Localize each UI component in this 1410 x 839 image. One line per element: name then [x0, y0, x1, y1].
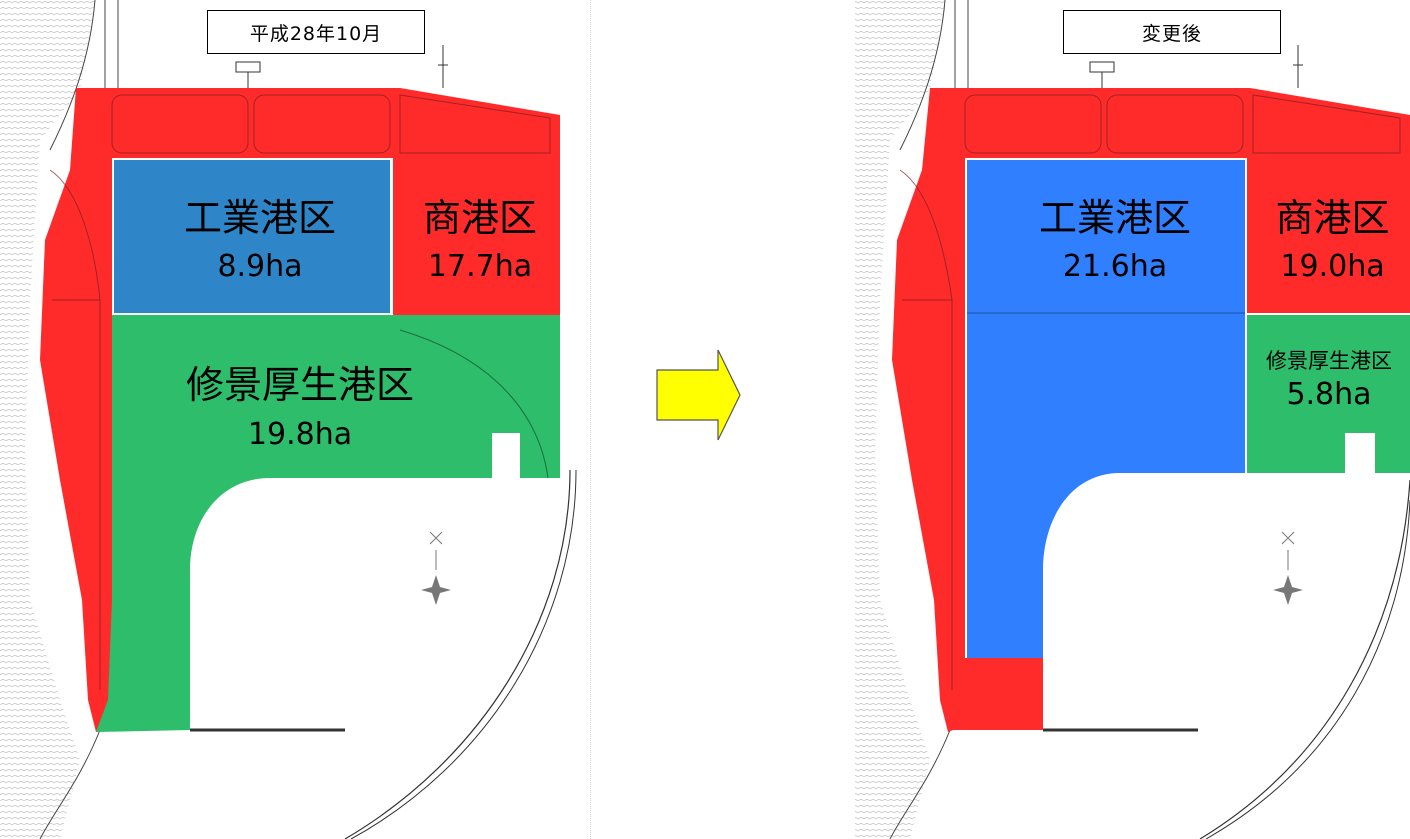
arrow-right-icon	[656, 349, 741, 441]
after-map	[855, 0, 1410, 839]
after-amenity-name: 修景厚生港区	[1266, 349, 1392, 373]
after-industrial-name: 工業港区	[1038, 196, 1191, 240]
before-title: 平成28年10月	[207, 10, 425, 54]
compass-rose-icon	[421, 531, 451, 605]
compass-rose-icon	[1273, 531, 1303, 605]
after-title: 変更後	[1063, 10, 1281, 54]
coastline-terrain	[0, 0, 95, 839]
panel-divider	[590, 0, 591, 839]
before-map	[0, 0, 577, 839]
zone-commercial-area	[40, 88, 560, 732]
coastline-terrain	[855, 0, 945, 839]
zone-industrial-area	[114, 160, 390, 313]
after-commercial-area: 19.0ha	[1280, 249, 1385, 284]
before-industrial-name: 工業港区	[183, 196, 336, 240]
after-industrial-area: 21.6ha	[1062, 249, 1168, 284]
zone-amenity-area	[96, 315, 560, 732]
after-amenity-area: 5.8ha	[1286, 377, 1372, 412]
before-commercial-name: 商港区	[422, 196, 537, 240]
before-industrial-area: 8.9ha	[217, 249, 303, 284]
after-commercial-name: 商港区	[1275, 196, 1390, 240]
before-commercial-area: 17.7ha	[427, 249, 533, 284]
zone-commercial-area	[892, 88, 1410, 732]
zone-industrial-area	[967, 160, 1245, 658]
zone-amenity-area	[1247, 315, 1410, 473]
zone-commercial-block	[952, 658, 1043, 730]
before-amenity-name: 修景厚生港区	[185, 363, 414, 407]
before-amenity-area: 19.8ha	[247, 417, 353, 452]
